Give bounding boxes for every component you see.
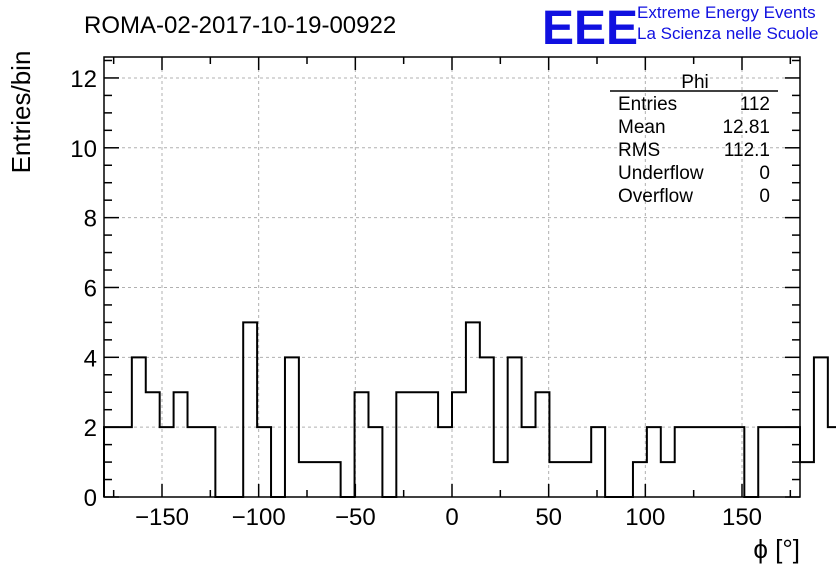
histogram-bin bbox=[549, 462, 563, 497]
y-axis-label: Entries/bin bbox=[6, 51, 36, 174]
x-tick-label: 100 bbox=[625, 504, 665, 531]
histogram-bin bbox=[327, 462, 341, 497]
y-tick-label: 10 bbox=[70, 136, 97, 163]
histogram-bin bbox=[466, 322, 480, 497]
logo-line2: La Scienza nelle Scuole bbox=[637, 24, 818, 43]
histogram-bin bbox=[452, 392, 466, 497]
stats-label: Mean bbox=[618, 117, 666, 138]
histogram-bin bbox=[828, 427, 836, 497]
histogram-bin bbox=[661, 462, 675, 497]
histogram-bin bbox=[396, 392, 410, 497]
y-tick-label: 8 bbox=[84, 206, 97, 233]
chart-title: ROMA-02-2017-10-19-00922 bbox=[84, 12, 396, 39]
histogram-bin bbox=[368, 427, 382, 497]
histogram-bin bbox=[118, 427, 132, 497]
histogram-bin bbox=[424, 392, 438, 497]
y-tick-labels: 0 2 4 6 8 10 12 bbox=[70, 66, 97, 512]
x-tick-label: −150 bbox=[135, 504, 189, 531]
grid-lines bbox=[104, 57, 800, 497]
histogram-bin bbox=[577, 462, 591, 497]
histogram-bin bbox=[410, 392, 424, 497]
histogram-bin bbox=[814, 357, 828, 497]
histogram-bin bbox=[536, 392, 550, 497]
stats-value: 0 bbox=[759, 186, 770, 207]
x-tick-label: 0 bbox=[445, 504, 458, 531]
x-tick-labels: −150 −100 −50 0 50 100 150 bbox=[135, 504, 762, 531]
histogram-bin bbox=[132, 357, 146, 497]
y-tick-label: 12 bbox=[70, 66, 97, 93]
histogram-bin bbox=[647, 427, 661, 497]
stats-label: Underflow bbox=[618, 163, 704, 184]
eee-logo: EEE Extreme Energy Events La Scienza nel… bbox=[542, 2, 818, 55]
histogram-bin bbox=[355, 392, 369, 497]
histogram-bin bbox=[772, 427, 786, 497]
axis-ticks bbox=[104, 57, 800, 498]
stats-title: Phi bbox=[681, 72, 708, 93]
histogram-bin bbox=[299, 462, 313, 497]
histogram-bin bbox=[480, 357, 494, 497]
stats-box: Phi Entries 112 Mean 12.81 RMS 112.1 Underflow… bbox=[610, 72, 778, 207]
eee-logo-mark: EEE bbox=[542, 2, 638, 55]
stats-value: 0 bbox=[759, 163, 770, 184]
histogram-bin bbox=[146, 392, 160, 497]
histogram-bin bbox=[201, 427, 215, 497]
stats-value: 12.81 bbox=[722, 117, 770, 138]
x-tick-label: 150 bbox=[722, 504, 762, 531]
stats-value: 112 bbox=[740, 94, 770, 115]
histogram-bin bbox=[758, 427, 772, 497]
stats-value: 112.1 bbox=[724, 140, 770, 161]
histogram-bin bbox=[313, 462, 327, 497]
y-tick-label: 0 bbox=[84, 485, 97, 512]
x-tick-label: −50 bbox=[335, 504, 376, 531]
histogram-bin bbox=[243, 322, 257, 497]
histogram-bin bbox=[174, 392, 188, 497]
histogram-bin bbox=[188, 427, 202, 497]
histogram-bin bbox=[591, 427, 605, 497]
stats-label: Entries bbox=[618, 94, 677, 115]
histogram-bin bbox=[703, 427, 717, 497]
stats-rows: Entries 112 Mean 12.81 RMS 112.1 Underflow 0 Ove… bbox=[618, 94, 770, 207]
histogram-bin bbox=[800, 462, 814, 497]
x-axis-label: ϕ [°] bbox=[753, 534, 800, 564]
histogram-bin bbox=[675, 427, 689, 497]
x-tick-label: −100 bbox=[232, 504, 286, 531]
stats-label: Overflow bbox=[618, 186, 693, 207]
histogram-bin bbox=[716, 427, 730, 497]
logo-line1: Extreme Energy Events bbox=[637, 3, 816, 22]
histogram-bin bbox=[689, 427, 703, 497]
x-tick-label: 50 bbox=[535, 504, 562, 531]
stats-label: RMS bbox=[618, 140, 660, 161]
y-tick-label: 4 bbox=[84, 345, 97, 372]
histogram-outline bbox=[103, 321, 836, 498]
y-tick-label: 2 bbox=[84, 415, 97, 442]
histogram-bin bbox=[563, 462, 577, 497]
y-tick-label: 6 bbox=[84, 275, 97, 302]
histogram-bars bbox=[103, 321, 836, 498]
histogram-bin bbox=[522, 427, 536, 497]
histogram-bin bbox=[438, 427, 452, 497]
